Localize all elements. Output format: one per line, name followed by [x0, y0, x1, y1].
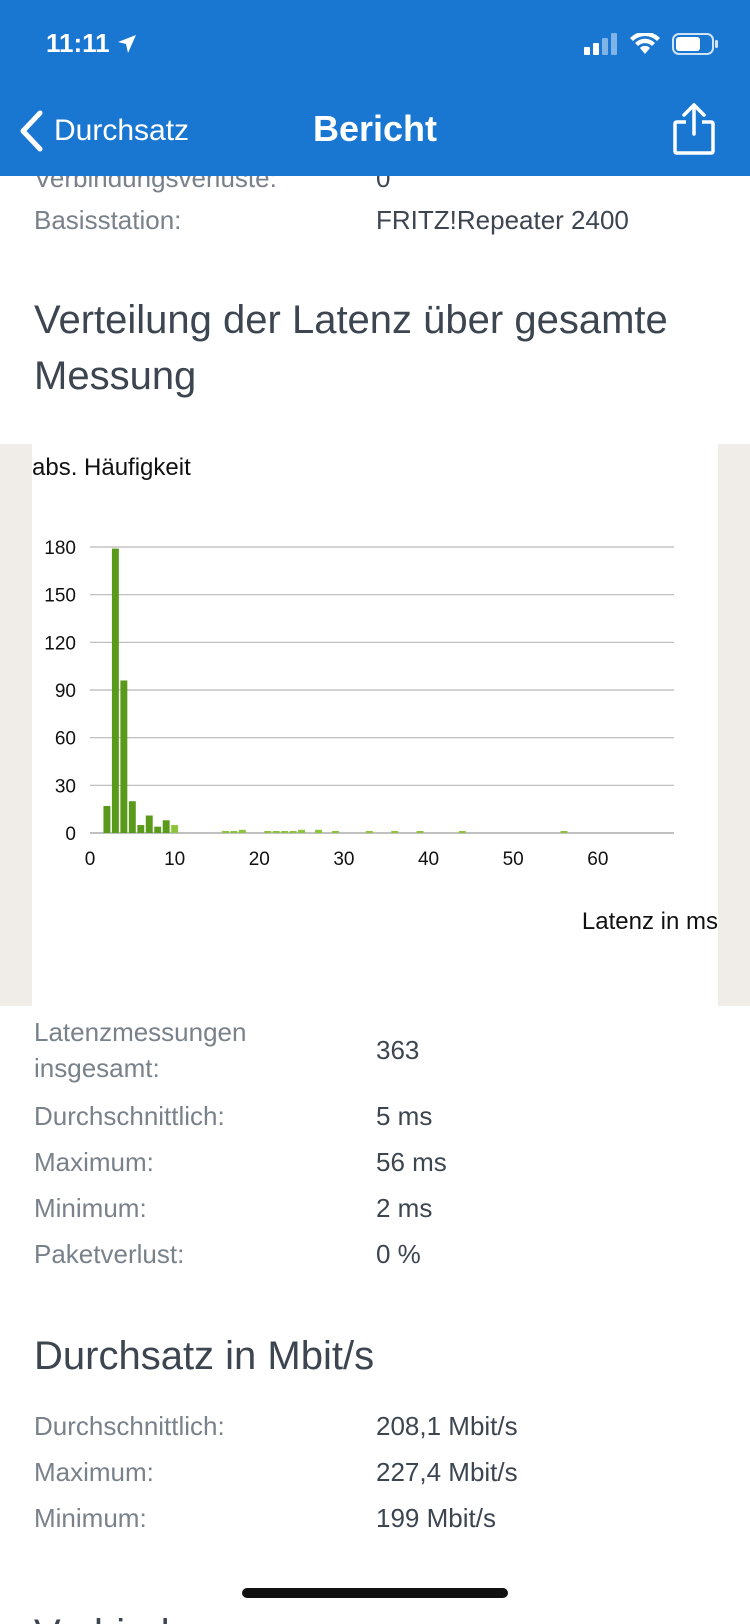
stat-label: Maximum: [34, 1147, 154, 1177]
stat-row-maximum: Maximum: 56 ms [34, 1144, 724, 1180]
throughput-label: Minimum: [34, 1503, 147, 1533]
chart-bar [145, 815, 153, 833]
detail-row-connection-losses: Verbindungsverluste: 0 [34, 176, 724, 196]
chart-bar [365, 831, 373, 833]
stat-row-total-measurements: Latenzmessungen insgesamt: 363 [34, 1014, 724, 1086]
report-content[interactable]: Verbindungsverluste: 0 Basisstation: FRI… [0, 176, 750, 1624]
throughput-value: 208,1 Mbit/s [376, 1411, 518, 1441]
latency-chart: 0 30 60 90 120 150 180 0 10 20 30 40 50 60 abs. Häufi… [32, 444, 718, 1006]
detail-value: FRITZ!Repeater 2400 [376, 205, 629, 235]
cellular-signal-icon [584, 33, 617, 55]
chart-x-tick-label: 60 [587, 849, 608, 870]
nav-header: 11:11 Durchsatz Bericht [0, 0, 750, 176]
back-button-label: Durchsatz [54, 114, 190, 147]
chart-bar [128, 801, 136, 833]
chart-bar [154, 826, 162, 833]
chart-x-tick-label: 40 [418, 849, 439, 870]
chart-bar [458, 831, 466, 833]
latency-chart-container: 0 30 60 90 120 150 180 0 10 20 30 40 50 60 abs. Häufi… [0, 444, 750, 1006]
chart-bar [137, 825, 145, 833]
throughput-row-maximum: Maximum: 227,4 Mbit/s [34, 1454, 724, 1490]
latency-section-title: Verteilung der Latenz über gesamte Messu… [34, 298, 668, 398]
chart-bar [171, 825, 179, 833]
throughput-row-average: Durchschnittlich: 208,1 Mbit/s [34, 1408, 724, 1444]
chart-bar [331, 831, 339, 833]
throughput-label: Durchschnittlich: [34, 1411, 225, 1441]
chart-x-tick-label: 10 [164, 849, 185, 870]
next-section-title-partial: Verbindung [34, 1606, 714, 1624]
stat-value: 2 ms [376, 1193, 433, 1223]
chart-y-tick-label: 60 [55, 729, 76, 750]
stat-label: Latenzmessungen insgesamt: [34, 1017, 247, 1083]
chart-bar [281, 831, 289, 833]
chart-y-tick-label: 30 [55, 776, 76, 797]
chart-y-tick-label: 90 [55, 681, 76, 702]
chart-y-axis-label: abs. Häufigkeit [32, 454, 191, 481]
chart-x-tick-label: 50 [503, 849, 524, 870]
chart-y-tick-label: 120 [44, 633, 76, 654]
status-indicators [584, 32, 720, 56]
chart-bar [230, 831, 238, 833]
detail-label: Basisstation: [34, 205, 182, 235]
chart-bar [103, 805, 111, 833]
battery-icon [672, 33, 718, 55]
stat-row-minimum: Minimum: 2 ms [34, 1190, 724, 1226]
chart-bar [120, 680, 128, 833]
share-icon [673, 103, 715, 155]
location-arrow-icon [117, 34, 136, 53]
chart-bar [289, 831, 297, 833]
detail-label: Verbindungsverluste: [34, 176, 277, 193]
chart-bar [315, 829, 322, 833]
chart-bar [416, 831, 424, 833]
chart-bar [162, 820, 170, 833]
chevron-left-icon [20, 110, 43, 152]
stat-value: 363 [376, 1035, 420, 1065]
chart-y-tick-label: 150 [44, 586, 76, 607]
throughput-row-minimum: Minimum: 199 Mbit/s [34, 1500, 724, 1536]
stat-value: 5 ms [376, 1101, 433, 1131]
chart-bar [111, 548, 119, 833]
chart-y-tick-label: 180 [44, 538, 76, 559]
stat-label: Durchschnittlich: [34, 1101, 225, 1131]
detail-value: 0 [376, 176, 391, 193]
throughput-section-title: Durchsatz in Mbit/s [34, 1334, 375, 1378]
stat-value: 56 ms [376, 1147, 447, 1177]
stat-row-average: Durchschnittlich: 5 ms [34, 1098, 724, 1134]
status-time: 11:11 [46, 28, 138, 59]
stat-label: Paketverlust: [34, 1239, 185, 1269]
chart-x-tick-label: 20 [249, 849, 270, 870]
chart-bar [221, 831, 229, 833]
throughput-value: 199 Mbit/s [376, 1503, 496, 1533]
home-indicator[interactable] [242, 1588, 508, 1598]
chart-bar [298, 829, 306, 833]
chart-bar [391, 831, 399, 833]
status-time-text: 11:11 [46, 28, 110, 58]
chart-x-tick-label: 0 [85, 849, 96, 870]
wifi-icon [630, 33, 660, 54]
throughput-value: 227,4 Mbit/s [376, 1457, 518, 1487]
page-title: Bericht [312, 108, 438, 149]
chart-bar [238, 829, 246, 833]
share-button[interactable] [672, 102, 716, 156]
stat-row-packet-loss: Paketverlust: 0 % [34, 1236, 724, 1272]
throughput-label: Maximum: [34, 1457, 154, 1487]
chart-bar [272, 831, 280, 833]
chart-y-tick-label: 0 [65, 824, 76, 845]
chart-x-axis-label: Latenz in ms [581, 908, 718, 935]
detail-row-base-station: Basisstation: FRITZ!Repeater 2400 [34, 202, 724, 238]
stat-value: 0 % [376, 1239, 421, 1269]
chart-bar [264, 831, 272, 833]
chart-bar [560, 831, 568, 833]
latency-histogram: 0 30 60 90 120 150 180 0 10 20 30 40 50 60 [44, 538, 674, 870]
back-button[interactable]: Durchsatz [18, 106, 189, 156]
stat-label: Minimum: [34, 1193, 147, 1223]
chart-x-tick-label: 30 [333, 849, 354, 870]
